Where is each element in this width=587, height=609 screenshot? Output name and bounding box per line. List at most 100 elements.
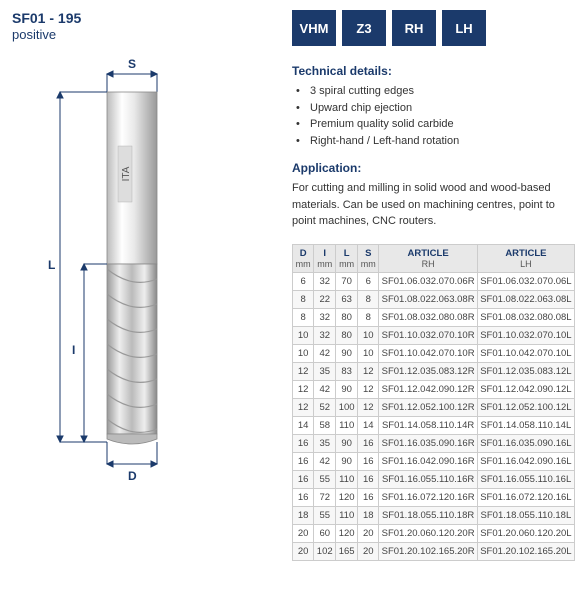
table-cell: 20 — [358, 542, 379, 560]
th-article-lh: ARTICLELH — [477, 244, 574, 272]
table-cell: SF01.10.042.070.10L — [477, 344, 574, 362]
th-i: Imm — [314, 244, 336, 272]
table-cell: SF01.16.072.120.16R — [379, 488, 477, 506]
badges-row: VHM Z3 RH LH — [292, 10, 575, 46]
table-cell: 16 — [358, 470, 379, 488]
table-cell: SF01.08.022.063.08L — [477, 290, 574, 308]
table-cell: SF01.20.102.165.20R — [379, 542, 477, 560]
table-cell: 8 — [293, 308, 314, 326]
table-cell: 8 — [293, 290, 314, 308]
table-cell: 83 — [336, 362, 358, 380]
table-cell: 80 — [336, 308, 358, 326]
table-cell: 12 — [358, 380, 379, 398]
table-row: 16429016SF01.16.042.090.16RSF01.16.042.0… — [293, 452, 575, 470]
table-cell: 80 — [336, 326, 358, 344]
table-cell: SF01.10.042.070.10R — [379, 344, 477, 362]
table-cell: 16 — [358, 488, 379, 506]
dim-label-l: L — [48, 258, 55, 272]
table-cell: 10 — [293, 344, 314, 362]
table-cell: SF01.08.032.080.08R — [379, 308, 477, 326]
table-cell: 90 — [336, 344, 358, 362]
tech-bullet: Upward chip ejection — [296, 100, 575, 117]
table-cell: 16 — [293, 470, 314, 488]
table-cell: SF01.16.055.110.16R — [379, 470, 477, 488]
table-row: 12358312SF01.12.035.083.12RSF01.12.035.0… — [293, 362, 575, 380]
table-cell: SF01.14.058.110.14L — [477, 416, 574, 434]
table-cell: 12 — [293, 398, 314, 416]
table-cell: 6 — [293, 272, 314, 290]
table-cell: 20 — [293, 524, 314, 542]
table-cell: SF01.06.032.070.06R — [379, 272, 477, 290]
table-cell: SF01.18.055.110.18L — [477, 506, 574, 524]
table-cell: 10 — [358, 326, 379, 344]
table-cell: 14 — [358, 416, 379, 434]
table-cell: SF01.16.055.110.16L — [477, 470, 574, 488]
table-cell: SF01.16.035.090.16R — [379, 434, 477, 452]
table-cell: 35 — [314, 434, 336, 452]
table-cell: 10 — [358, 344, 379, 362]
table-cell: SF01.08.032.080.08L — [477, 308, 574, 326]
table-cell: 18 — [358, 506, 379, 524]
tool-diagram: S ITA — [12, 54, 282, 484]
table-cell: 55 — [314, 470, 336, 488]
table-cell: 32 — [314, 326, 336, 344]
table-cell: 20 — [293, 542, 314, 560]
tech-bullet: Right-hand / Left-hand rotation — [296, 133, 575, 150]
table-cell: 70 — [336, 272, 358, 290]
table-row: 185511018SF01.18.055.110.18RSF01.18.055.… — [293, 506, 575, 524]
table-cell: SF01.20.060.120.20L — [477, 524, 574, 542]
table-cell: SF01.12.035.083.12L — [477, 362, 574, 380]
table-cell: 42 — [314, 344, 336, 362]
table-row: 10429010SF01.10.042.070.10RSF01.10.042.0… — [293, 344, 575, 362]
table-cell: 60 — [314, 524, 336, 542]
table-cell: 42 — [314, 452, 336, 470]
table-cell: SF01.16.072.120.16L — [477, 488, 574, 506]
svg-text:ITA: ITA — [121, 166, 132, 181]
table-cell: 12 — [358, 398, 379, 416]
table-cell: 110 — [336, 416, 358, 434]
table-cell: 8 — [358, 308, 379, 326]
table-cell: 8 — [358, 290, 379, 308]
table-cell: 90 — [336, 434, 358, 452]
table-cell: 18 — [293, 506, 314, 524]
badge-lh: LH — [442, 10, 486, 46]
technical-title: Technical details: — [292, 64, 575, 78]
technical-bullets: 3 spiral cutting edges Upward chip eject… — [292, 83, 575, 149]
table-cell: 100 — [336, 398, 358, 416]
table-cell: SF01.10.032.070.10L — [477, 326, 574, 344]
tech-bullet: 3 spiral cutting edges — [296, 83, 575, 100]
table-cell: SF01.12.052.100.12L — [477, 398, 574, 416]
table-cell: 16 — [358, 452, 379, 470]
table-row: 822638SF01.08.022.063.08RSF01.08.022.063… — [293, 290, 575, 308]
table-cell: 16 — [293, 452, 314, 470]
table-cell: 6 — [358, 272, 379, 290]
table-cell: 16 — [293, 434, 314, 452]
table-row: 206012020SF01.20.060.120.20RSF01.20.060.… — [293, 524, 575, 542]
table-cell: SF01.10.032.070.10R — [379, 326, 477, 344]
table-row: 16359016SF01.16.035.090.16RSF01.16.035.0… — [293, 434, 575, 452]
table-cell: 32 — [314, 308, 336, 326]
table-cell: 16 — [293, 488, 314, 506]
table-cell: 102 — [314, 542, 336, 560]
table-cell: SF01.18.055.110.18R — [379, 506, 477, 524]
table-cell: 55 — [314, 506, 336, 524]
badge-vhm: VHM — [292, 10, 336, 46]
table-cell: 110 — [336, 470, 358, 488]
tech-bullet: Premium quality solid carbide — [296, 116, 575, 133]
table-cell: 12 — [293, 380, 314, 398]
table-row: 145811014SF01.14.058.110.14RSF01.14.058.… — [293, 416, 575, 434]
table-cell: 90 — [336, 380, 358, 398]
badge-rh: RH — [392, 10, 436, 46]
table-cell: SF01.16.042.090.16R — [379, 452, 477, 470]
table-cell: 165 — [336, 542, 358, 560]
table-cell: SF01.20.060.120.20R — [379, 524, 477, 542]
table-row: 832808SF01.08.032.080.08RSF01.08.032.080… — [293, 308, 575, 326]
table-cell: SF01.12.042.090.12L — [477, 380, 574, 398]
th-l: Lmm — [336, 244, 358, 272]
table-cell: SF01.06.032.070.06L — [477, 272, 574, 290]
product-code: SF01 - 195 — [12, 10, 282, 26]
table-cell: 110 — [336, 506, 358, 524]
th-d: Dmm — [293, 244, 314, 272]
table-cell: 12 — [293, 362, 314, 380]
application-text: For cutting and milling in solid wood an… — [292, 180, 575, 230]
